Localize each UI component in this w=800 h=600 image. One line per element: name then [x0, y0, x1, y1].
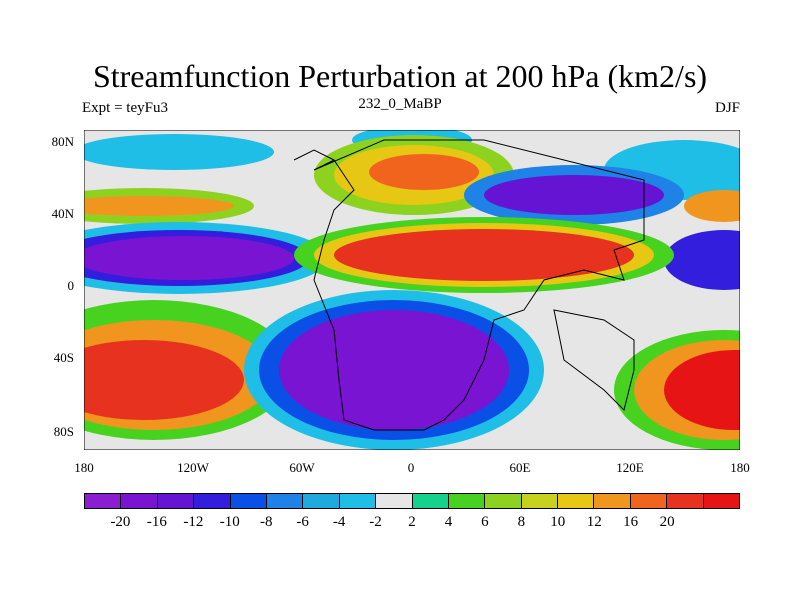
- colorbar-swatch: [339, 494, 377, 508]
- x-tick-label: 180: [74, 460, 94, 475]
- x-tick-label: 60E: [509, 460, 531, 475]
- colorbar-tick-label: -6: [296, 514, 309, 530]
- plot-title: Streamfunction Perturbation at 200 hPa (…: [92, 58, 708, 94]
- colorbar-swatch: [485, 494, 522, 508]
- colorbar-swatch: [594, 494, 631, 508]
- y-tick-label: 40S: [53, 350, 74, 365]
- x-tick-label: 0: [407, 460, 415, 475]
- x-tick-label: 180: [730, 460, 750, 475]
- y-tick-label: 0: [67, 278, 75, 293]
- colorbar-tick-label: 10: [550, 514, 566, 530]
- colorbar-swatch: [376, 494, 413, 508]
- colorbar-tick-label: -16: [146, 514, 167, 530]
- contour-map: [84, 130, 740, 450]
- case-label: 232_0_MaBP: [358, 96, 442, 112]
- colorbar-swatch: [157, 494, 195, 508]
- y-tick-label: 80S: [53, 424, 74, 439]
- colorbar-swatch: [230, 494, 267, 508]
- colorbar-tick-label: 6: [481, 514, 489, 530]
- colorbar-swatch: [521, 494, 559, 508]
- colorbar-swatch: [558, 494, 595, 508]
- colorbar-swatch: [85, 494, 122, 508]
- colorbar-swatch: [703, 494, 740, 508]
- colorbar-swatch: [448, 494, 486, 508]
- colorbar-tick-label: -20: [110, 514, 131, 530]
- colorbar-swatch: [630, 494, 668, 508]
- season-label: DJF: [714, 100, 740, 116]
- colorbar-tick-label: 12: [586, 514, 602, 530]
- colorbar-swatch: [667, 494, 704, 508]
- colorbar: [84, 493, 740, 509]
- y-tick-label: 40N: [51, 206, 74, 221]
- colorbar-tick-label: 4: [444, 514, 453, 530]
- x-tick-label: 120E: [616, 460, 644, 475]
- x-tick-label: 120W: [177, 460, 209, 475]
- colorbar-tick-label: 16: [623, 514, 639, 530]
- colorbar-tick-label: 8: [517, 514, 526, 530]
- colorbar-tick-label: -4: [332, 514, 346, 530]
- experiment-label: Expt = teyFu3: [82, 100, 168, 116]
- colorbar-tick-label: -10: [219, 514, 240, 530]
- colorbar-swatch: [303, 494, 340, 508]
- colorbar-swatch: [412, 494, 449, 508]
- x-tick-label: 60W: [289, 460, 315, 475]
- colorbar-swatch: [194, 494, 231, 508]
- colorbar-tick-label: -2: [369, 514, 382, 530]
- colorbar-tick-label: 20: [659, 514, 675, 530]
- colorbar-swatch: [121, 494, 158, 508]
- colorbar-tick-label: -12: [183, 514, 204, 530]
- colorbar-swatch: [266, 494, 304, 508]
- colorbar-tick-label: -8: [259, 514, 273, 530]
- y-tick-label: 80N: [51, 134, 74, 149]
- colorbar-tick-label: 2: [408, 514, 416, 530]
